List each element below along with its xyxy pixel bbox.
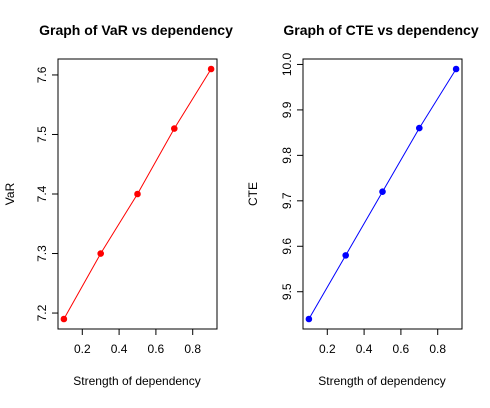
cte-y-tick-label: 9.6	[280, 238, 294, 255]
cte-data-point	[452, 65, 460, 73]
cte-data-point	[416, 124, 423, 132]
cte-data-point	[379, 188, 386, 196]
var-chart-title: Graph of VaR vs dependency	[39, 22, 233, 38]
var-x-tick-label: 0.2	[74, 342, 91, 356]
cte-x-tick-label: 0.8	[429, 342, 446, 356]
var-x-axis-label: Strength of dependency	[73, 374, 200, 388]
cte-chart-panel: Graph of CTE vs dependency Strength of d…	[246, 22, 479, 388]
var-y-tick-label: 7.5	[35, 126, 49, 143]
cte-x-tick-label: 0.2	[319, 342, 336, 356]
cte-x-tick-label: 0.6	[393, 342, 410, 356]
cte-y-tick-label: 9.7	[280, 192, 294, 209]
cte-y-axis-label: CTE	[246, 182, 260, 206]
var-series	[60, 65, 215, 323]
cte-plot-frame	[302, 58, 463, 330]
var-y-ticks: 7.2 7.3 7.4 7.5 7.6	[35, 66, 58, 321]
cte-y-tick-label: 9.5	[280, 283, 294, 300]
cte-y-tick-label: 9.9	[280, 101, 294, 118]
var-x-ticks: 0.2 0.4 0.6 0.8	[74, 329, 201, 356]
cte-data-point	[342, 252, 349, 259]
cte-data-point	[305, 315, 313, 323]
cte-series	[305, 65, 460, 323]
var-data-point	[134, 190, 141, 198]
var-data-point	[207, 65, 215, 73]
var-chart-panel: Graph of VaR vs dependency Strength of d…	[3, 22, 233, 388]
cte-y-tick-label: 10.0	[280, 52, 294, 76]
var-y-tick-label: 7.6	[35, 66, 49, 83]
var-y-tick-label: 7.3	[35, 245, 49, 262]
cte-x-ticks: 0.2 0.4 0.6 0.8	[319, 329, 446, 356]
cte-chart-title: Graph of CTE vs dependency	[283, 22, 478, 38]
cte-x-tick-label: 0.4	[356, 342, 373, 356]
var-y-tick-label: 7.4	[35, 185, 49, 202]
cte-x-axis-label: Strength of dependency	[318, 374, 445, 388]
var-x-tick-label: 0.6	[148, 342, 165, 356]
var-data-point	[60, 315, 68, 323]
var-data-point	[171, 125, 178, 132]
var-data-point	[97, 250, 104, 257]
var-x-tick-label: 0.4	[111, 342, 128, 356]
cte-y-tick-label: 9.8	[280, 147, 294, 164]
var-x-tick-label: 0.8	[184, 342, 201, 356]
var-y-tick-label: 7.2	[35, 304, 49, 321]
cte-y-ticks: 9.5 9.6 9.7 9.8 9.9 10.0	[280, 52, 303, 300]
var-y-axis-label: VaR	[3, 182, 17, 205]
